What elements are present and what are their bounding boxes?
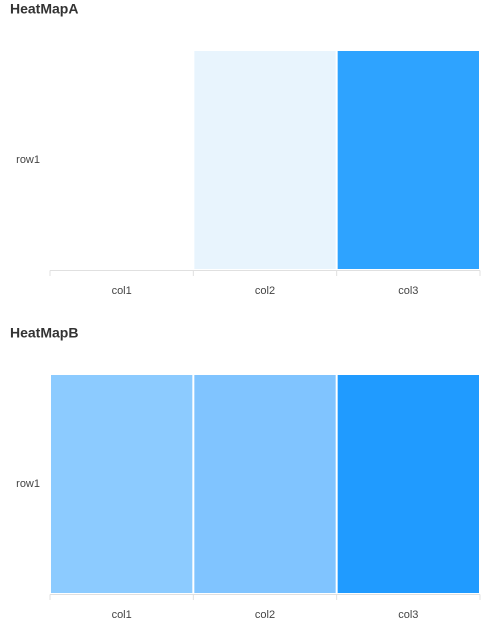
y-tick-label: row1 <box>16 478 40 490</box>
x-tick-label: col3 <box>398 609 418 621</box>
x-tick-label: col3 <box>398 285 418 297</box>
heat-cell <box>337 51 479 269</box>
x-tick-label: col2 <box>255 609 275 621</box>
heat-cell <box>194 51 336 269</box>
heat-cell <box>194 375 336 593</box>
y-tick-label: row1 <box>16 154 40 166</box>
chart-title: HeatMapB <box>10 325 78 341</box>
chart-title: HeatMapA <box>10 1 78 17</box>
x-tick-label: col1 <box>112 285 132 297</box>
x-tick-label: col1 <box>112 609 132 621</box>
heat-cell <box>51 375 193 593</box>
x-tick-label: col2 <box>255 285 275 297</box>
heat-cell <box>337 375 479 593</box>
heat-cell <box>51 51 193 269</box>
